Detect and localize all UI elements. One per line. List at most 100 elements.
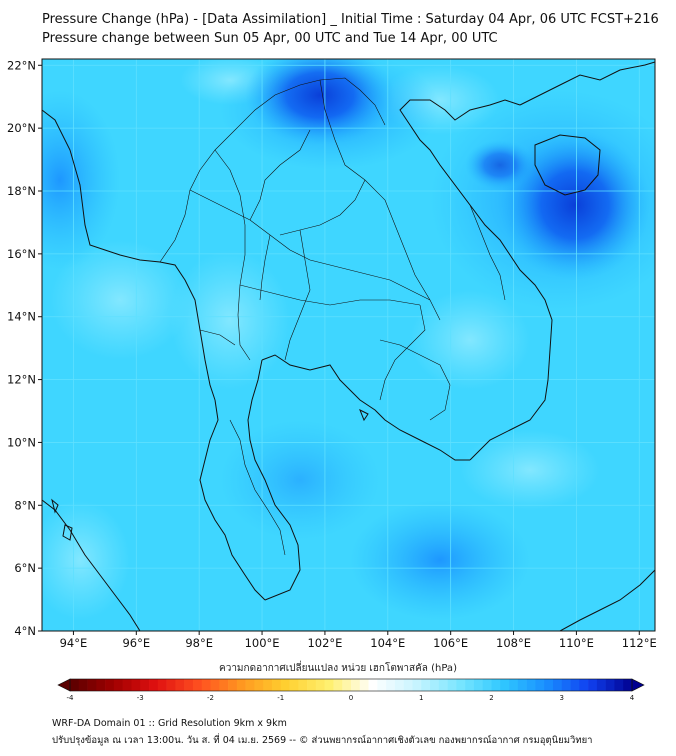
pressure-field <box>42 59 655 631</box>
lat-tick-label: 4°N <box>14 624 36 638</box>
colorbar-cell <box>96 679 106 691</box>
colorbar-cell <box>535 679 545 691</box>
colorbar-cell <box>491 679 501 691</box>
colorbar-cell <box>342 679 352 691</box>
colorbar-cell <box>552 679 563 691</box>
colorbar-cell <box>526 679 536 691</box>
colorbar-cell <box>263 679 273 691</box>
lon-tick-label: 100°E <box>245 636 280 650</box>
footer-line-1: WRF-DA Domain 01 :: Grid Resolution 9km … <box>52 718 287 729</box>
colorbar-cell <box>614 679 624 691</box>
colorbar: -4 -3 -2 -1 0 1 2 3 4 <box>57 678 645 702</box>
pressure-change-map: 22°N 20°N 18°N 16°N 14°N 12°N 10°N 8°N 6°N 4°N 94… <box>7 58 657 650</box>
lat-tick-label: 22°N <box>7 58 36 72</box>
colorbar-cell <box>315 679 325 691</box>
colorbar-cell <box>421 679 431 691</box>
colorbar-frame <box>69 678 633 692</box>
colorbar-cell <box>122 679 132 691</box>
colorbar-cell <box>289 679 299 691</box>
colorbar-cell <box>210 679 220 691</box>
colorbar-cell <box>157 679 167 691</box>
colorbar-cell <box>149 679 159 691</box>
latitude-labels: 22°N 20°N 18°N 16°N 14°N 12°N 10°N 8°N 6°N 4°N <box>7 58 42 638</box>
lon-tick-label: 110°E <box>559 636 594 650</box>
colorbar-cell <box>473 679 484 691</box>
colorbar-cell <box>438 679 448 691</box>
colorbar-cell <box>544 679 554 691</box>
colorbar-cell <box>579 679 589 691</box>
lat-tick-label: 8°N <box>14 498 36 512</box>
colorbar-cell <box>166 679 176 691</box>
colorbar-cell <box>280 679 290 691</box>
colorbar-cell <box>140 679 150 691</box>
map-frame <box>41 58 656 632</box>
colorbar-cell <box>228 679 238 691</box>
colorbar-label: ความกดอากาศเปลี่ยนแปลง หน่วย เฮกโตพาสคัล… <box>219 663 457 674</box>
colorbar-cell <box>271 679 282 691</box>
lon-tick-label: 94°E <box>60 636 88 650</box>
province-borders <box>159 77 506 556</box>
colorbar-cell <box>131 679 141 691</box>
lat-tick-label: 6°N <box>14 561 36 575</box>
colorbar-cell <box>298 679 308 691</box>
colorbar-cell <box>482 679 492 691</box>
colorbar-tick-label: -4 <box>67 694 75 702</box>
colorbar-tick-label: 1 <box>419 694 423 702</box>
colorbar-cell <box>465 679 475 691</box>
footer-line-2: ปรับปรุงข้อมูล ณ เวลา 13:00น. วัน ส. ที่… <box>52 735 593 746</box>
lat-tick-label: 12°N <box>7 373 36 387</box>
colorbar-cell <box>184 679 194 691</box>
colorbar-cell <box>201 679 211 691</box>
colorbar-cell <box>105 679 115 691</box>
colorbar-cell <box>307 679 317 691</box>
colorbar-cell <box>359 679 369 691</box>
colorbar-cell <box>500 679 510 691</box>
longitude-labels: 94°E 96°E 98°E 100°E 102°E 104°E 106°E 108°E 110… <box>60 631 657 650</box>
colorbar-cell <box>113 679 123 691</box>
colorbar-cell <box>605 679 615 691</box>
colorbar-cell <box>324 679 334 691</box>
title-line-2: Pressure change between Sun 05 Apr, 00 U… <box>42 31 498 46</box>
lon-tick-label: 108°E <box>496 636 531 650</box>
title-line-1: Pressure Change (hPa) - [Data Assimilati… <box>42 12 659 27</box>
colorbar-tick-label: -2 <box>207 694 214 702</box>
colorbar-cell <box>377 679 387 691</box>
lon-tick-label: 104°E <box>370 636 405 650</box>
colorbar-tick-label: 4 <box>630 694 635 702</box>
colorbar-cell <box>254 679 264 691</box>
colorbar-cell <box>175 679 185 691</box>
lon-tick-label: 98°E <box>185 636 213 650</box>
colorbar-cell <box>588 679 598 691</box>
colorbar-cell <box>447 679 457 691</box>
colorbar-cell <box>70 679 80 691</box>
colorbar-cell <box>333 679 343 691</box>
colorbar-cells <box>57 678 645 692</box>
colorbar-cell <box>517 679 527 691</box>
lon-tick-label: 102°E <box>307 636 342 650</box>
colorbar-cell <box>236 679 246 691</box>
lon-tick-label: 112°E <box>622 636 657 650</box>
colorbar-cell <box>351 679 361 691</box>
colorbar-cell <box>368 679 378 691</box>
lat-tick-label: 20°N <box>7 121 36 135</box>
colorbar-min-extension <box>57 678 71 692</box>
lon-tick-label: 96°E <box>122 636 150 650</box>
colorbar-cell <box>430 679 440 691</box>
colorbar-ticks: -4 -3 -2 -1 0 1 2 3 4 <box>67 694 635 702</box>
colorbar-cell <box>219 679 229 691</box>
colorbar-cell <box>245 679 255 691</box>
lat-tick-label: 16°N <box>7 247 36 261</box>
colorbar-tick-label: 0 <box>349 694 353 702</box>
lon-tick-label: 106°E <box>433 636 468 650</box>
colorbar-tick-label: -3 <box>137 694 144 702</box>
colorbar-cell <box>509 679 519 691</box>
colorbar-cell <box>623 679 633 691</box>
colorbar-cell <box>412 679 422 691</box>
colorbar-cell <box>570 679 580 691</box>
colorbar-cell <box>456 679 466 691</box>
lat-tick-label: 14°N <box>7 310 36 324</box>
colorbar-tick-label: -1 <box>277 694 284 702</box>
colorbar-cell <box>87 679 97 691</box>
colorbar-cell <box>561 679 571 691</box>
colorbar-cell <box>394 679 404 691</box>
